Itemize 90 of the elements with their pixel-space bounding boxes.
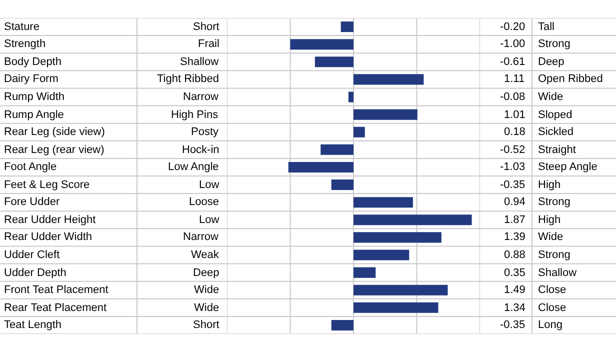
text: Loose bbox=[189, 196, 219, 208]
y-tick-label: Stature bbox=[4, 21, 40, 33]
text: Wide bbox=[538, 91, 564, 103]
y-tick-label: Dairy Form bbox=[4, 73, 58, 85]
bar bbox=[288, 162, 354, 172]
bar bbox=[320, 144, 354, 155]
data-label: 1.11 bbox=[504, 73, 525, 85]
text: Steep Angle bbox=[538, 161, 598, 173]
text: Wide bbox=[538, 231, 564, 243]
text: High Pins bbox=[171, 109, 219, 121]
y-tick-label: Rump Width bbox=[4, 91, 65, 103]
text: Narrow bbox=[183, 231, 219, 243]
bar bbox=[354, 214, 472, 226]
data-label: 0.35 bbox=[504, 267, 526, 279]
text: Strong bbox=[538, 196, 570, 208]
y-tick-label: Rear Leg (rear view) bbox=[4, 144, 104, 156]
text: Strong bbox=[538, 249, 570, 261]
text: Deep bbox=[193, 267, 220, 279]
bar bbox=[314, 56, 354, 68]
data-label: -0.52 bbox=[500, 144, 526, 156]
data-label: 0.94 bbox=[504, 196, 526, 208]
bar bbox=[290, 39, 354, 50]
text: Deep bbox=[538, 56, 564, 68]
data-label: 0.88 bbox=[504, 249, 526, 261]
data-label: -0.08 bbox=[500, 91, 526, 103]
y-tick-label: Rear Udder Width bbox=[4, 231, 92, 243]
text: Sickled bbox=[538, 126, 574, 138]
text: Low bbox=[199, 214, 220, 226]
text: Low bbox=[199, 179, 220, 191]
text: High bbox=[538, 179, 561, 191]
text: Wide bbox=[194, 302, 220, 314]
text: Close bbox=[538, 284, 566, 296]
text: Narrow bbox=[183, 91, 219, 103]
data-label: 1.39 bbox=[504, 231, 526, 243]
bar bbox=[340, 22, 354, 32]
text: Posty bbox=[191, 126, 220, 138]
data-label: -0.20 bbox=[500, 21, 526, 33]
text: Tight Ribbed bbox=[157, 73, 219, 85]
y-tick-label: Rear Teat Placement bbox=[4, 302, 107, 314]
y-tick-label: Body Depth bbox=[4, 56, 62, 68]
text: Long bbox=[538, 319, 562, 331]
text: Tall bbox=[538, 21, 555, 33]
data-label: -1.00 bbox=[500, 38, 526, 50]
text: Short bbox=[193, 319, 220, 331]
bar bbox=[354, 126, 365, 138]
bar bbox=[331, 320, 354, 330]
text: Close bbox=[538, 302, 566, 314]
data-label: -0.35 bbox=[500, 319, 526, 331]
data-label: 1.49 bbox=[504, 284, 526, 296]
data-label: 1.87 bbox=[504, 214, 526, 226]
bar bbox=[354, 302, 438, 313]
bar bbox=[354, 109, 418, 120]
bar bbox=[354, 250, 410, 260]
text: Weak bbox=[191, 249, 220, 261]
bar bbox=[354, 267, 376, 278]
y-tick-label: Fore Udder bbox=[4, 196, 60, 208]
y-tick-label: Rump Angle bbox=[4, 109, 64, 121]
bar bbox=[354, 232, 442, 243]
bar bbox=[331, 180, 354, 190]
y-tick-label: Teat Length bbox=[4, 319, 62, 331]
data-label: 0.18 bbox=[504, 126, 526, 138]
y-tick-label: Front Teat Placement bbox=[4, 284, 108, 296]
text: Straight bbox=[538, 144, 576, 156]
data-label: -0.35 bbox=[500, 179, 526, 191]
bar bbox=[354, 284, 448, 296]
y-tick-label: Feet & Leg Score bbox=[4, 179, 90, 191]
y-tick-label: Strength bbox=[4, 38, 46, 50]
y-tick-label: Rear Udder Height bbox=[4, 214, 96, 226]
y-tick-label: Udder Depth bbox=[4, 267, 66, 279]
bar bbox=[354, 74, 424, 85]
y-tick-label: Foot Angle bbox=[4, 161, 57, 173]
bar bbox=[354, 197, 413, 208]
text: Sloped bbox=[538, 109, 572, 121]
bar bbox=[348, 92, 354, 102]
text: Open Ribbed bbox=[538, 73, 603, 85]
text: Wide bbox=[194, 284, 220, 296]
text: Shallow bbox=[180, 56, 219, 68]
data-label: 1.01 bbox=[504, 109, 526, 121]
text: Frail bbox=[198, 38, 220, 50]
text: Low Angle bbox=[168, 161, 219, 173]
y-tick-label: Rear Leg (side view) bbox=[4, 126, 105, 138]
text: Short bbox=[193, 21, 220, 33]
text: Shallow bbox=[538, 267, 577, 279]
data-label: -0.61 bbox=[500, 56, 526, 68]
text: Hock-in bbox=[182, 144, 220, 156]
data-label: -1.03 bbox=[500, 161, 526, 173]
text: Strong bbox=[538, 38, 570, 50]
data-label: 1.34 bbox=[504, 302, 526, 314]
text: High bbox=[538, 214, 561, 226]
y-tick-label: Udder Cleft bbox=[4, 249, 60, 261]
